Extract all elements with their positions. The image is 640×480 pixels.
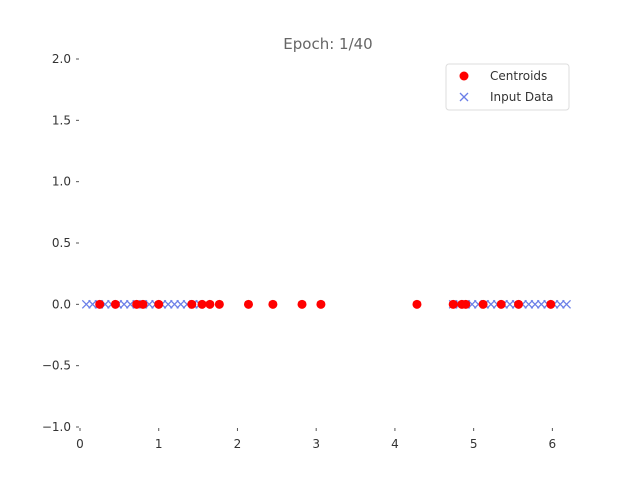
centroid-point	[132, 299, 142, 309]
x-tick-label: 6	[549, 437, 557, 451]
input-data-point	[524, 299, 534, 309]
centroid-point	[546, 299, 556, 309]
input-data-point	[467, 299, 477, 309]
x-tick-label: 2	[234, 437, 242, 451]
centroid-point	[205, 299, 215, 309]
input-data-point	[562, 299, 572, 309]
input-data-point	[81, 299, 91, 309]
legend-box	[445, 63, 570, 111]
x-tick-label: 3	[312, 437, 320, 451]
centroid-point	[514, 299, 524, 309]
input-data-point	[486, 299, 496, 309]
centroid-point	[154, 299, 164, 309]
input-data-point	[505, 299, 515, 309]
input-data-point	[125, 299, 135, 309]
input-data-point	[170, 299, 179, 309]
centroid-point	[412, 299, 422, 309]
y-tick-label: 2.0	[52, 52, 71, 66]
centroid-point	[187, 299, 197, 309]
legend-label-input-data: Input Data	[490, 90, 554, 104]
legend-input-data-marker	[459, 92, 469, 102]
centroid-point	[110, 299, 120, 309]
x-tick-label: 5	[470, 437, 478, 451]
centroid-point	[95, 299, 105, 309]
input-data-point	[119, 299, 129, 309]
y-tick-label: 0.5	[52, 236, 71, 250]
input-data-point	[176, 299, 186, 309]
legend-label-centroids: Centroids	[490, 69, 547, 83]
centroid-point	[214, 299, 224, 309]
x-tick-label: 1	[155, 437, 163, 451]
legend: Centroids Input Data	[445, 63, 570, 111]
x-tick-label: 4	[391, 437, 399, 451]
plot-area	[81, 299, 572, 309]
centroid-point	[448, 299, 458, 309]
input-data-point	[88, 299, 98, 309]
centroid-point	[478, 299, 488, 309]
input-data-point	[163, 299, 173, 309]
y-tick-label: −0.5	[42, 359, 71, 373]
centroid-point	[316, 299, 326, 309]
chart-title: Epoch: 1/40	[283, 35, 372, 53]
input-data-point	[536, 299, 546, 309]
legend-centroids-marker	[459, 71, 469, 81]
centroid-point	[268, 299, 278, 309]
input-data-point	[530, 299, 540, 309]
y-tick-label: −1.0	[42, 420, 71, 434]
centroid-point	[496, 299, 506, 309]
y-tick-label: 1.5	[52, 113, 71, 127]
centroid-point	[243, 299, 253, 309]
input-data-point	[555, 299, 565, 309]
centroid-point	[138, 299, 148, 309]
centroid-point	[461, 299, 471, 309]
centroid-point	[197, 299, 207, 309]
y-tick-label: 1.0	[52, 175, 71, 189]
y-tick-label: 0.0	[52, 297, 71, 311]
x-axis: 0 1 2 3 4 5 6	[76, 428, 556, 451]
input-data-point	[144, 299, 154, 309]
y-axis: 2.0 1.5 1.0 0.5 0.0 −0.5 −1.0	[42, 52, 79, 434]
centroid-point	[297, 299, 307, 309]
x-tick-label: 0	[76, 437, 84, 451]
